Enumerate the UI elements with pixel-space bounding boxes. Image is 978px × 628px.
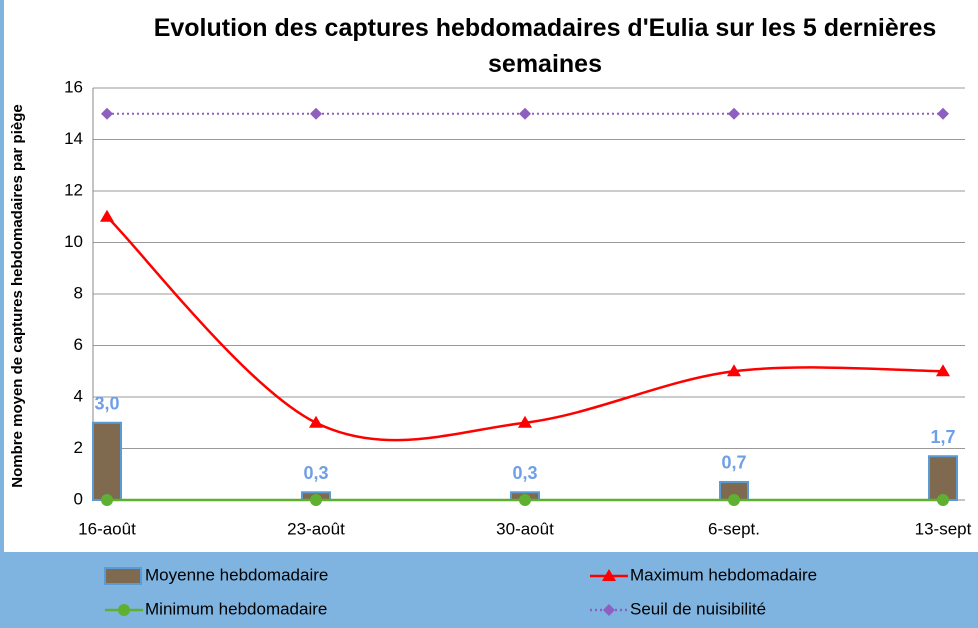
point-marker <box>519 107 531 120</box>
bar <box>928 455 958 502</box>
point-marker <box>101 494 113 506</box>
y-tick-label: 6 <box>74 335 83 354</box>
chart-title: Evolution des captures hebdomadaires d'E… <box>153 14 937 78</box>
x-tick-label: 16-août <box>78 519 136 538</box>
frame-edge <box>0 0 4 628</box>
y-tick-label: 2 <box>74 438 83 457</box>
x-tick-label: 23-août <box>287 519 345 538</box>
point-marker <box>100 209 114 222</box>
y-tick-label: 10 <box>64 232 83 251</box>
y-tick-label: 16 <box>64 77 83 96</box>
value-label: 1,7 <box>930 427 955 447</box>
y-axis-title: Nombre moyen de captures hebdomadaires p… <box>9 104 26 487</box>
point-marker <box>728 107 740 120</box>
value-label: 0,7 <box>721 453 746 473</box>
point-marker <box>728 494 740 506</box>
value-label: 0,3 <box>512 463 537 483</box>
legend-marker <box>603 604 615 616</box>
x-tick-label: 30-août <box>496 519 554 538</box>
legend-marker <box>602 569 616 581</box>
value-label: 0,3 <box>303 463 328 483</box>
legend-swatch <box>104 567 142 585</box>
point-marker <box>937 107 949 120</box>
y-tick-label: 4 <box>74 386 83 405</box>
legend-label: Seuil de nuisibilité <box>630 599 766 618</box>
point-marker <box>518 415 532 428</box>
point-marker <box>309 415 323 428</box>
point-marker <box>310 107 322 120</box>
point-marker <box>936 364 950 377</box>
x-tick-label: 6-sept. <box>708 519 760 538</box>
point-marker <box>310 494 322 506</box>
legend-marker <box>118 604 130 616</box>
series-line <box>106 215 944 442</box>
point-marker <box>937 494 949 506</box>
legend-label: Moyenne hebdomadaire <box>145 565 328 584</box>
legend-label: Minimum hebdomadaire <box>145 599 327 618</box>
point-marker <box>101 107 113 120</box>
point-marker <box>727 364 741 377</box>
y-tick-label: 12 <box>64 180 83 199</box>
point-marker <box>519 494 531 506</box>
y-tick-label: 0 <box>74 489 83 508</box>
value-label: 3,0 <box>94 394 119 414</box>
y-tick-label: 8 <box>74 283 83 302</box>
legend-band <box>0 552 978 628</box>
bar <box>92 421 122 501</box>
y-tick-label: 14 <box>64 129 83 148</box>
legend-label: Maximum hebdomadaire <box>630 565 817 584</box>
x-tick-label: 13-sept <box>915 519 972 538</box>
